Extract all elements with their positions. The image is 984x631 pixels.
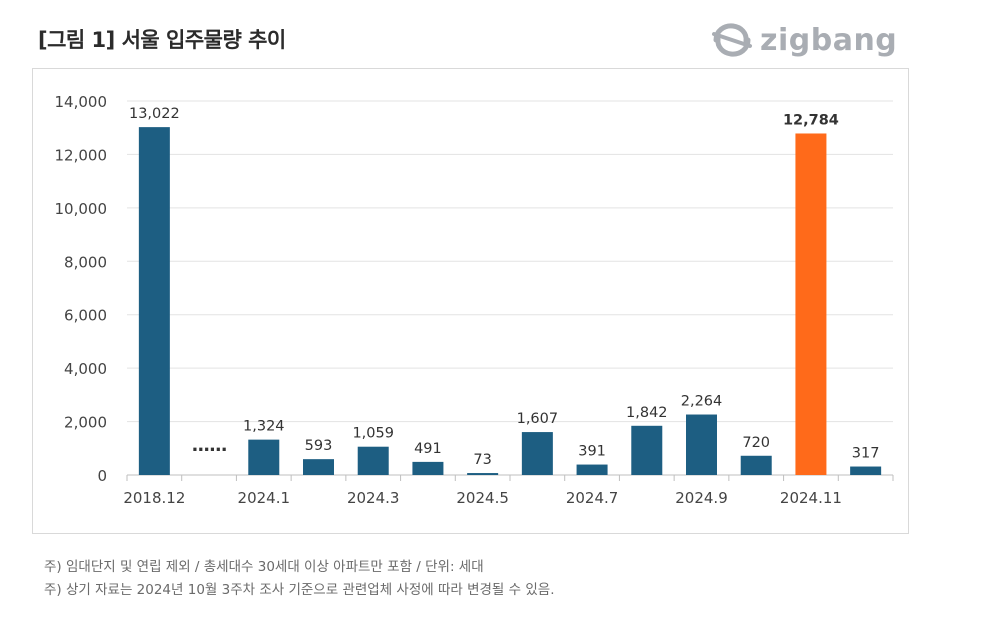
bar	[412, 461, 444, 475]
x-tick-label: 2024.7	[566, 489, 619, 507]
y-tick-label: 14,000	[55, 93, 108, 111]
y-tick-label: 10,000	[55, 200, 108, 218]
bar	[740, 455, 772, 475]
y-tick-label: 12,000	[55, 146, 108, 164]
bar	[631, 425, 663, 475]
x-tick-label: 2024.11	[780, 489, 842, 507]
data-label: 391	[578, 444, 606, 460]
bar	[686, 414, 717, 475]
footnote-1: 주) 임대단지 및 연립 제외 / 총세대수 30세대 이상 아파트만 포함 /…	[44, 559, 484, 575]
x-tick-label: 2024.1	[238, 489, 291, 507]
bar-chart: 0 2,000 4,000 6,000 8,000 10,000 12,000 14,000 1…	[55, 93, 894, 507]
data-label: 491	[414, 441, 442, 457]
data-label: 2,264	[681, 394, 723, 410]
y-tick-label: 4,000	[64, 360, 107, 378]
data-label: 1,059	[352, 426, 394, 442]
bar	[357, 446, 389, 475]
zigbang-logo-icon	[712, 23, 752, 57]
bar	[850, 466, 882, 475]
y-tick-label: 2,000	[64, 414, 107, 432]
x-tick-label: 2018.12	[123, 489, 185, 507]
data-label: 73	[473, 452, 491, 468]
footnotes: 주) 임대단지 및 연립 제외 / 총세대수 30세대 이상 아파트만 포함 /…	[44, 556, 555, 602]
chart-frame: 0 2,000 4,000 6,000 8,000 10,000 12,000 14,000 1…	[32, 68, 909, 534]
x-tick-label: 2024.5	[456, 489, 509, 507]
bar	[138, 127, 170, 475]
data-label: 13,022	[129, 106, 180, 122]
data-label: 317	[852, 446, 880, 462]
footnote-2: 주) 상기 자료는 2024년 10월 3주차 조사 기준으로 관련업체 사정에…	[44, 582, 555, 598]
bar	[521, 432, 553, 475]
y-tick-label: 8,000	[64, 253, 107, 271]
x-tick-label: 2024.3	[347, 489, 400, 507]
data-label: 1,842	[626, 405, 668, 421]
logo-text: zigbang	[760, 22, 898, 58]
y-tick-label: 6,000	[64, 307, 107, 325]
data-label: 1,607	[517, 411, 559, 427]
y-tick-label: 0	[97, 467, 107, 485]
data-label: 720	[742, 435, 770, 451]
gap-marker: ......	[192, 435, 227, 456]
data-label: 593	[305, 438, 333, 454]
data-label: 1,324	[243, 419, 285, 435]
x-tick-label: 2024.9	[675, 489, 728, 507]
data-label: 12,784	[783, 112, 839, 128]
zigbang-logo: zigbang	[710, 18, 897, 62]
bar-highlight	[795, 133, 827, 476]
bar	[576, 464, 608, 475]
bar	[303, 459, 334, 475]
bar	[467, 473, 499, 475]
bar	[248, 439, 280, 475]
chart-title: [그림 1] 서울 입주물량 추이	[38, 28, 286, 52]
